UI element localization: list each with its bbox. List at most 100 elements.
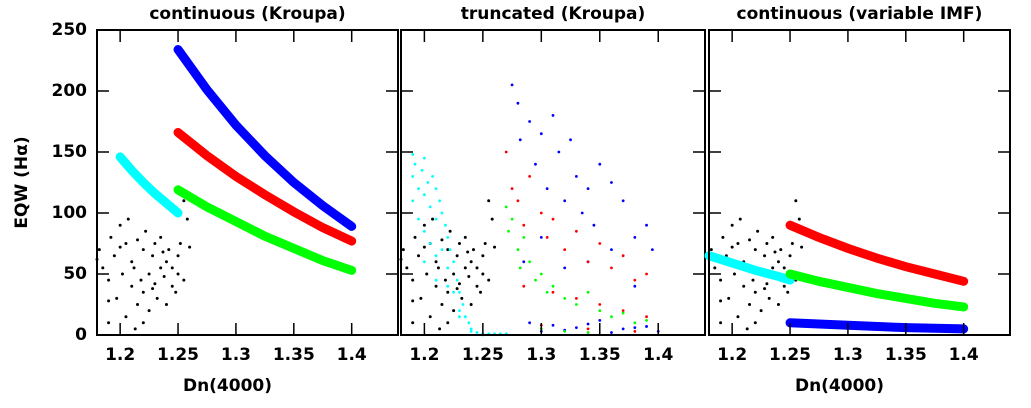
data-point — [144, 229, 148, 233]
data-point — [539, 132, 543, 136]
data-point — [790, 242, 794, 245]
data-point — [771, 235, 775, 239]
data-point — [188, 245, 192, 249]
data-point — [161, 250, 165, 254]
data-point — [458, 309, 461, 312]
data-point — [518, 266, 522, 270]
data-point — [522, 236, 526, 239]
data-point — [522, 223, 526, 227]
data-point — [438, 327, 442, 331]
data-point — [141, 248, 145, 252]
data-point — [411, 278, 415, 282]
data-point — [545, 187, 549, 191]
data-point — [469, 327, 473, 331]
data-point — [434, 187, 438, 191]
curve — [173, 127, 357, 246]
data-point — [466, 250, 470, 254]
panel-frame — [708, 29, 1011, 336]
data-point — [800, 245, 804, 249]
data-point — [174, 290, 178, 294]
data-point — [178, 242, 182, 245]
data-point — [185, 217, 189, 221]
data-point — [446, 236, 450, 239]
data-point — [448, 248, 452, 252]
data-point — [645, 325, 648, 328]
data-point — [487, 199, 491, 203]
y-tick-label: 50 — [63, 264, 87, 284]
data-point — [452, 309, 456, 313]
data-point — [574, 303, 578, 306]
data-point — [130, 284, 134, 288]
data-point — [598, 309, 602, 312]
data-point — [753, 290, 757, 294]
data-point — [461, 303, 465, 306]
data-point — [779, 248, 783, 252]
data-point — [422, 156, 426, 160]
data-point — [782, 266, 786, 270]
data-point — [539, 272, 543, 276]
data-point — [598, 162, 602, 166]
data-point — [759, 309, 763, 313]
data-point — [434, 260, 438, 264]
data-point — [434, 278, 438, 282]
data-point — [431, 175, 434, 178]
data-point — [446, 248, 450, 252]
data-point — [633, 284, 637, 288]
data-point — [592, 223, 596, 227]
data-point — [732, 272, 736, 276]
data-point — [176, 272, 180, 276]
x-tick-label: 1.35 — [273, 345, 315, 365]
data-point — [124, 315, 128, 319]
data-point — [765, 282, 769, 286]
data-point — [742, 284, 746, 288]
data-point — [621, 311, 625, 315]
data-point — [586, 260, 590, 264]
data-point — [551, 114, 555, 117]
data-point — [633, 326, 637, 330]
data-point — [422, 260, 426, 264]
data-point — [730, 223, 734, 227]
data-point — [130, 260, 134, 264]
data-point — [401, 248, 405, 252]
data-point — [159, 235, 163, 239]
data-point — [446, 290, 450, 294]
x-axis-label: Dn(4000) — [183, 376, 272, 396]
data-point — [475, 266, 479, 270]
data-point — [118, 223, 122, 227]
data-point — [107, 278, 111, 282]
data-point — [748, 303, 752, 306]
data-point — [448, 229, 452, 233]
data-point — [786, 290, 790, 294]
data-point — [422, 245, 426, 249]
data-point — [182, 278, 186, 282]
data-point — [719, 278, 723, 282]
data-point — [610, 315, 613, 319]
data-point — [621, 254, 625, 258]
data-point — [434, 217, 438, 221]
curve — [785, 269, 969, 312]
x-tick-label: 1.4 — [949, 345, 979, 365]
data-point — [522, 284, 526, 288]
data-point — [539, 211, 543, 215]
data-point — [516, 248, 520, 252]
data-point — [493, 245, 497, 249]
data-point — [522, 260, 526, 264]
data-point — [467, 274, 471, 278]
data-point — [563, 248, 567, 252]
y-axis-label: EQW (Hα) — [12, 136, 32, 228]
data-point — [574, 326, 578, 330]
data-point — [101, 266, 105, 270]
data-point — [773, 250, 777, 254]
x-tick-label: 1.25 — [769, 345, 811, 365]
x-tick-label: 1.4 — [643, 345, 673, 365]
data-point — [633, 236, 637, 239]
data-point — [563, 266, 567, 270]
data-point — [551, 217, 555, 221]
data-point — [155, 296, 159, 300]
data-point — [469, 329, 473, 333]
data-point — [107, 299, 111, 303]
data-point — [463, 235, 467, 239]
data-point — [510, 217, 514, 221]
data-point — [528, 260, 532, 264]
data-point — [151, 287, 155, 291]
